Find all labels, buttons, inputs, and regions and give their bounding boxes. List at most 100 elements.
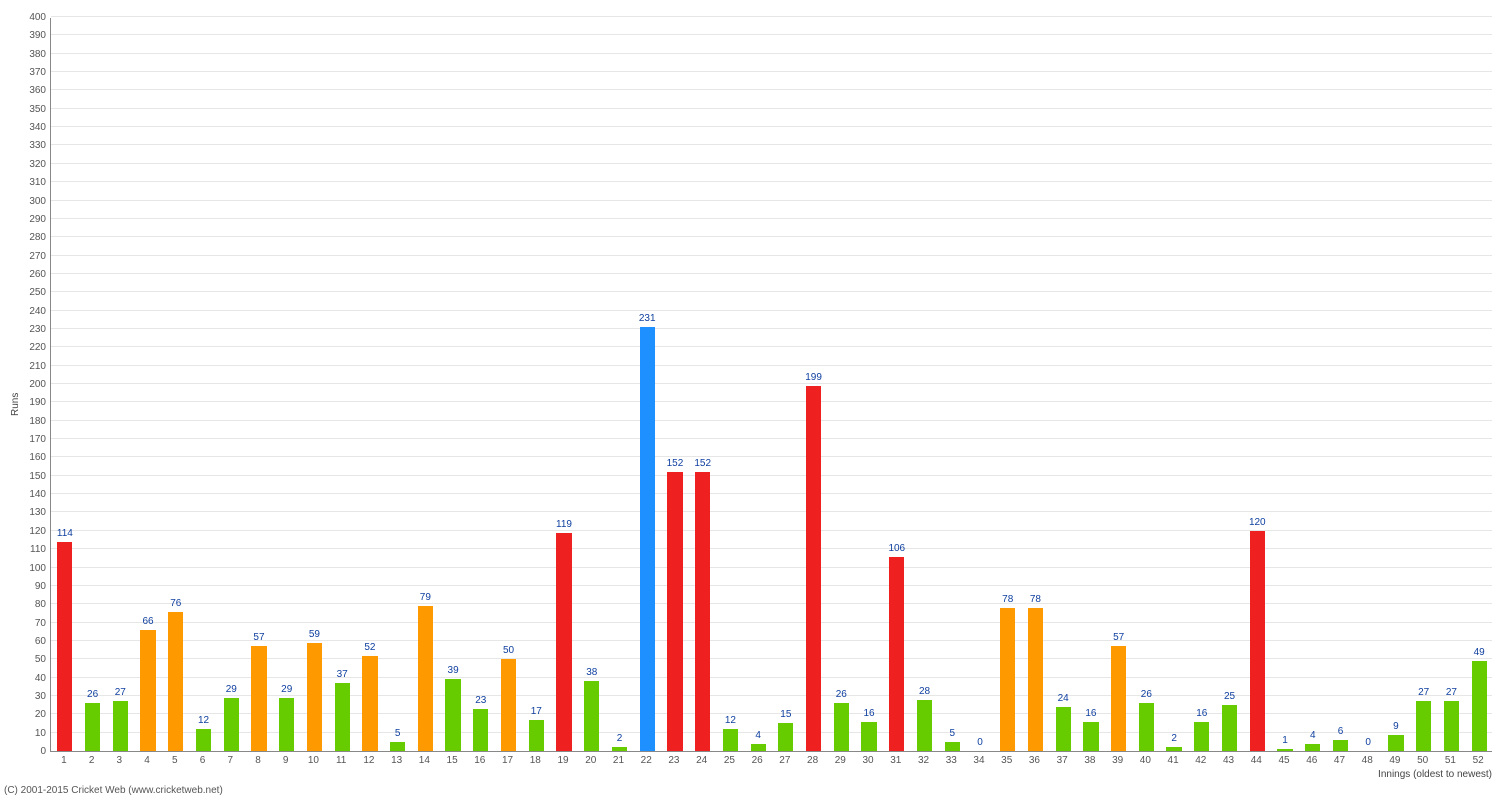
x-tick-label: 7: [227, 755, 233, 766]
grid-line: [51, 530, 1492, 531]
grid-line: [51, 291, 1492, 292]
grid-line: [51, 71, 1492, 72]
y-tick-label: 330: [29, 141, 46, 151]
y-tick-label: 10: [35, 729, 46, 739]
grid-line: [51, 383, 1492, 384]
x-tick-label: 27: [779, 755, 790, 766]
bar: [1139, 703, 1154, 751]
x-tick-label: 52: [1473, 755, 1484, 766]
grid-line: [51, 310, 1492, 311]
grid-line: [51, 34, 1492, 35]
bar-value-label: 2: [1171, 733, 1177, 744]
x-tick-label: 12: [363, 755, 374, 766]
y-tick-label: 400: [29, 13, 46, 23]
x-tick-label: 10: [308, 755, 319, 766]
bar: [168, 612, 183, 751]
bar: [1250, 531, 1265, 751]
bar-value-label: 66: [142, 616, 153, 627]
bar-value-label: 29: [226, 684, 237, 695]
x-tick-label: 28: [807, 755, 818, 766]
grid-line: [51, 732, 1492, 733]
y-tick-label: 240: [29, 307, 46, 317]
x-axis-label: Innings (oldest to newest): [1378, 769, 1492, 780]
bar-value-label: 37: [337, 669, 348, 680]
bar: [1111, 646, 1126, 751]
x-tick-label: 1: [61, 755, 67, 766]
y-tick-label: 290: [29, 215, 46, 225]
grid-line: [51, 640, 1492, 641]
x-tick-label: 35: [1001, 755, 1012, 766]
bar-value-label: 57: [253, 632, 264, 643]
x-tick-label: 43: [1223, 755, 1234, 766]
bar: [529, 720, 544, 751]
x-tick-label: 3: [117, 755, 123, 766]
y-tick-label: 70: [35, 619, 46, 629]
grid-line: [51, 126, 1492, 127]
bar: [1416, 701, 1431, 751]
y-axis-label: Runs: [10, 393, 21, 416]
grid-line: [51, 585, 1492, 586]
x-tick-label: 41: [1168, 755, 1179, 766]
grid-line: [51, 567, 1492, 568]
bar-value-label: 76: [170, 598, 181, 609]
bar-value-label: 12: [198, 715, 209, 726]
bar: [85, 703, 100, 751]
bar-value-label: 4: [1310, 730, 1316, 741]
bar: [473, 709, 488, 751]
y-tick-label: 360: [29, 86, 46, 96]
bar-value-label: 4: [755, 730, 761, 741]
bar: [917, 700, 932, 751]
bar: [695, 472, 710, 751]
x-tick-label: 40: [1140, 755, 1151, 766]
bar-value-label: 114: [57, 528, 73, 539]
y-tick-label: 120: [29, 527, 46, 537]
bar: [390, 742, 405, 751]
grid-line: [51, 236, 1492, 237]
bar: [640, 327, 655, 751]
bar: [335, 683, 350, 751]
y-tick-label: 80: [35, 600, 46, 610]
bar-value-label: 57: [1113, 632, 1124, 643]
x-tick-label: 17: [502, 755, 513, 766]
bar-value-label: 23: [475, 695, 486, 706]
x-tick-label: 33: [946, 755, 957, 766]
y-tick-label: 390: [29, 31, 46, 41]
grid-line: [51, 16, 1492, 17]
y-tick-label: 0: [40, 747, 46, 757]
bar-value-label: 78: [1002, 594, 1013, 605]
bar: [667, 472, 682, 751]
x-tick-label: 5: [172, 755, 178, 766]
bar-value-label: 16: [1196, 708, 1207, 719]
x-tick-label: 8: [255, 755, 261, 766]
y-tick-label: 370: [29, 68, 46, 78]
y-tick-label: 50: [35, 655, 46, 665]
bar-value-label: 1: [1282, 735, 1288, 746]
grid-line: [51, 677, 1492, 678]
y-tick-label: 220: [29, 343, 46, 353]
bar-value-label: 152: [694, 458, 711, 469]
bar: [834, 703, 849, 751]
x-tick-label: 2: [89, 755, 95, 766]
bar-value-label: 15: [780, 709, 791, 720]
y-tick-label: 110: [30, 545, 46, 555]
x-tick-label: 37: [1057, 755, 1068, 766]
bar-value-label: 17: [531, 706, 542, 717]
x-tick-label: 36: [1029, 755, 1040, 766]
bar-value-label: 38: [586, 667, 597, 678]
bar: [861, 722, 876, 751]
grid-line: [51, 475, 1492, 476]
bar-value-label: 26: [836, 689, 847, 700]
bar-value-label: 120: [1249, 517, 1266, 528]
grid-line: [51, 273, 1492, 274]
y-tick-label: 90: [35, 582, 46, 592]
x-tick-label: 44: [1251, 755, 1262, 766]
x-tick-label: 47: [1334, 755, 1345, 766]
bar-value-label: 2: [617, 733, 623, 744]
bar: [307, 643, 322, 751]
grid-line: [51, 511, 1492, 512]
bar-value-label: 231: [639, 313, 656, 324]
y-tick-label: 270: [29, 252, 46, 262]
bar-value-label: 78: [1030, 594, 1041, 605]
bar: [806, 386, 821, 751]
y-tick-label: 340: [29, 123, 46, 133]
